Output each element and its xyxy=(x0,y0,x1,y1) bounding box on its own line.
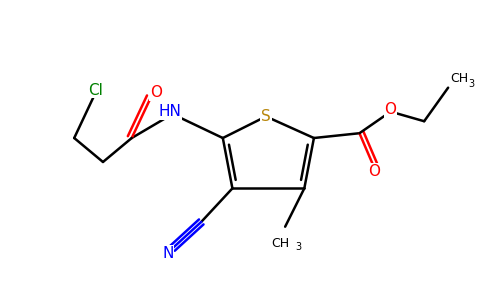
Text: Cl: Cl xyxy=(89,82,103,98)
Text: HN: HN xyxy=(159,104,182,119)
Text: CH: CH xyxy=(451,72,469,85)
Text: 3: 3 xyxy=(296,242,302,252)
Text: N: N xyxy=(162,246,173,261)
Text: O: O xyxy=(368,164,380,179)
Text: O: O xyxy=(150,85,162,100)
Text: 3: 3 xyxy=(469,79,474,88)
Text: O: O xyxy=(385,102,396,117)
Text: CH: CH xyxy=(272,237,289,250)
Text: S: S xyxy=(261,109,271,124)
